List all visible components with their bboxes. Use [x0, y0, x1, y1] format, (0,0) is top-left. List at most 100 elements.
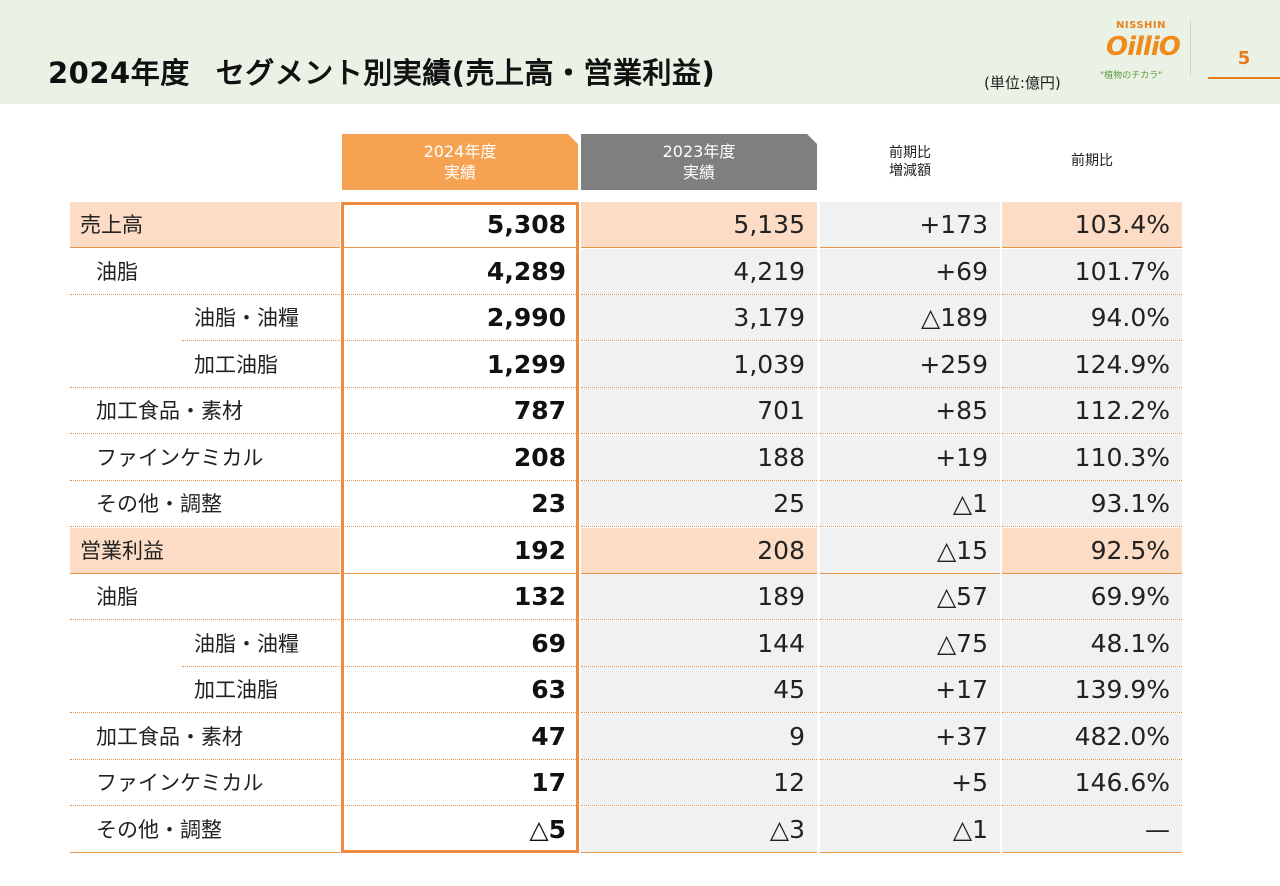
cell-diff: +69 [820, 248, 1000, 294]
cell-separator [581, 293, 817, 295]
company-logo: NISSHIN OilliO "植物のチカラ" [1098, 20, 1184, 84]
header-band [0, 0, 1280, 104]
row-label: 油脂・油糧 [194, 631, 299, 656]
cell-fy2023: 144 [581, 620, 817, 666]
cell-separator [581, 526, 817, 527]
cell-ratio: 48.1% [1002, 620, 1182, 666]
cell-fy2023: 4,219 [581, 248, 817, 294]
table-row: 売上高 5,308 5,135 +173 103.4% [70, 202, 1182, 248]
cell-separator [581, 619, 817, 620]
row-label: 油脂・油糧 [194, 306, 299, 330]
cell-fy2023: 9 [581, 713, 817, 759]
cell-separator [342, 851, 578, 853]
cell-separator [342, 572, 578, 574]
cell-fy2024: 47 [531, 721, 566, 751]
cell-fy2024: 192 [513, 535, 566, 565]
cell-fy2024: 4,289 [486, 256, 566, 286]
cell-ratio: 124.9% [1002, 341, 1182, 387]
cell-separator [1002, 758, 1182, 760]
cell-separator [820, 526, 1000, 527]
cell-ratio: 92.5% [1002, 527, 1182, 573]
cell-separator [581, 572, 817, 574]
cell-ratio: 110.3% [1002, 434, 1182, 480]
cell-fy2024: 208 [513, 442, 566, 472]
cell-fy2023: 25 [581, 481, 817, 526]
cell-separator [820, 247, 1000, 248]
title-year: 2024年度 [48, 56, 190, 90]
cell-separator [1002, 340, 1182, 341]
row-label: 油脂 [96, 585, 138, 609]
row-separator [70, 479, 340, 481]
cell-separator [1002, 851, 1182, 853]
cell-separator [1002, 665, 1182, 667]
row-label: その他・調整 [96, 492, 222, 516]
table-row: その他・調整 △5 △3 △1— [70, 806, 1182, 853]
cell-ratio: 146.6% [1002, 760, 1182, 805]
cell-fy2024: 2,990 [486, 303, 566, 332]
row-label: ファインケミカル [96, 445, 264, 470]
title-main: セグメント別実績(売上高・営業利益) [215, 56, 716, 90]
row-separator [70, 247, 340, 248]
column-header-fy2023-line1: 2023年度 [662, 142, 736, 161]
cell-separator [1002, 526, 1182, 527]
header-divider [1190, 20, 1191, 76]
row-separator [70, 572, 340, 574]
row-separator [182, 340, 340, 341]
cell-fy2024: 23 [531, 489, 566, 518]
table-row: 加工油脂 63 45 +17 139.9% [70, 667, 1182, 713]
cell-ratio: 101.7% [1002, 248, 1182, 294]
cell-separator [820, 805, 1000, 806]
cell-separator [1002, 247, 1182, 248]
column-header-diff-line2: 増減額 [889, 163, 931, 179]
cell-fy2024: 787 [513, 396, 566, 425]
cell-separator [581, 851, 817, 853]
cell-diff: △1 [820, 806, 1000, 852]
cell-diff: △1 [820, 481, 1000, 526]
table-row: その他・調整 23 25 △1 93.1% [70, 481, 1182, 527]
cell-fy2024: 1,299 [486, 349, 566, 379]
cell-diff: +85 [820, 388, 1000, 433]
cell-separator [820, 479, 1000, 481]
cell-separator [581, 386, 817, 388]
column-header-ratio-label: 前期比 [1071, 153, 1113, 169]
column-header-ratio: 前期比 [1002, 134, 1182, 190]
cell-separator [1002, 619, 1182, 620]
cell-diff: +17 [820, 667, 1000, 712]
row-label: 加工食品・素材 [96, 724, 243, 749]
cell-separator [1002, 712, 1182, 713]
cell-separator [1002, 572, 1182, 574]
cell-separator [342, 386, 578, 388]
cell-separator [1002, 433, 1182, 434]
cell-fy2023: 3,179 [581, 295, 817, 340]
table-row: 油脂・油糧 2,990 3,179 △189 94.0% [70, 295, 1182, 341]
cell-separator [342, 340, 578, 341]
logo-tagline: "植物のチカラ" [1100, 71, 1163, 81]
cell-fy2023: 45 [581, 667, 817, 712]
row-separator [70, 619, 340, 620]
cell-separator [1002, 805, 1182, 806]
cell-separator [820, 665, 1000, 667]
row-separator [70, 293, 340, 295]
row-label: 加工油脂 [194, 352, 278, 377]
cell-ratio: 482.0% [1002, 713, 1182, 759]
cell-fy2024: 5,308 [486, 210, 566, 239]
cell-separator [581, 805, 817, 806]
cell-diff: +173 [820, 202, 1000, 247]
cell-diff: △75 [820, 620, 1000, 666]
cell-separator [342, 479, 578, 481]
table-row: ファインケミカル 208 188 +19 110.3% [70, 434, 1182, 481]
cell-fy2023: 1,039 [581, 341, 817, 387]
cell-separator [581, 433, 817, 434]
row-separator [70, 526, 340, 527]
row-separator [182, 665, 340, 667]
cell-separator [342, 665, 578, 667]
row-separator [70, 851, 340, 853]
column-header-fy2024-line1: 2024年度 [423, 142, 497, 161]
cell-ratio: 69.9% [1002, 574, 1182, 619]
row-label: 加工食品・素材 [96, 399, 243, 423]
column-header-diff: 前期比 増減額 [820, 134, 1000, 190]
cell-fy2024: 69 [531, 628, 566, 658]
cell-separator [820, 386, 1000, 388]
cell-diff: +37 [820, 713, 1000, 759]
cell-fy2023: 208 [581, 527, 817, 573]
